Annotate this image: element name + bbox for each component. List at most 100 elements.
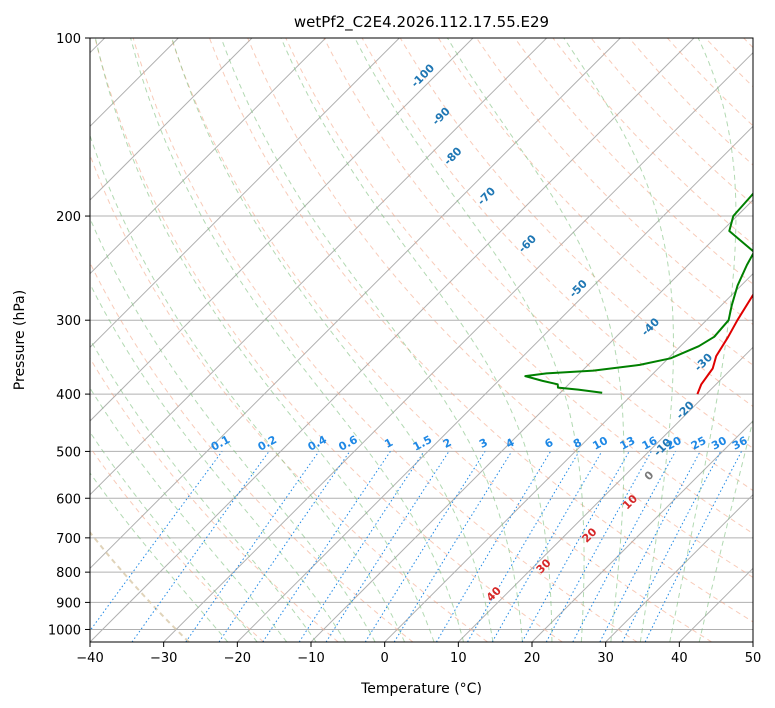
- x-tick-label: 50: [745, 651, 762, 666]
- mixing-ratio-line: [393, 451, 513, 642]
- y-tick-label: 100: [56, 32, 81, 47]
- mixing-ratio-label: 8: [571, 436, 584, 451]
- dry-adiabat-line: [90, 261, 414, 642]
- mixing-ratio-label: 25: [689, 434, 709, 453]
- dry-adiabat-line: [361, 38, 753, 449]
- moist-adiabat-line: [90, 217, 376, 642]
- x-tick-label: 10: [450, 651, 467, 666]
- dry-adiabat-line: [132, 38, 638, 642]
- mixing-ratio-label: 30: [709, 434, 729, 453]
- isotherm-line: [752, 641, 753, 642]
- isotherm-line: [384, 272, 753, 642]
- isotherm-line: [163, 51, 753, 642]
- mixing-ratio-label: 0.4: [306, 433, 330, 454]
- dry-adiabat-line: [743, 38, 753, 49]
- x-tick-label: 30: [597, 651, 614, 666]
- mixing-ratio-line: [218, 451, 351, 642]
- moist-adiabat-line: [446, 38, 625, 642]
- mixing-ratio-line: [325, 451, 450, 642]
- y-tick-label: 700: [56, 532, 81, 547]
- mixing-ratio-line: [298, 451, 425, 642]
- y-axis-label: Pressure (hPa): [12, 290, 28, 390]
- x-axis-label: Temperature (°C): [360, 681, 482, 697]
- dry-adiabat-line: [590, 38, 753, 206]
- moist-adiabat-line: [220, 38, 523, 642]
- mixing-ratio-line: [131, 451, 270, 642]
- isotherm-line: [90, 38, 253, 201]
- dry-adiabat-line: [705, 38, 753, 88]
- mixing-ratio-line: [572, 451, 676, 642]
- mixing-ratio-line: [545, 451, 652, 642]
- mixing-ratio-line: [644, 451, 742, 642]
- mixing-ratio-lines: [90, 451, 742, 642]
- y-tick-label: 400: [56, 388, 81, 403]
- mixing-ratio-line: [435, 451, 552, 642]
- moist-adiabat-label: -20: [674, 398, 697, 421]
- dewpoint-profile-line: [524, 192, 753, 394]
- moist-adiabat-line: [171, 38, 494, 642]
- dry-adiabat-line: [170, 38, 712, 642]
- x-axis-ticks: −40 −30 −20 −10 0 10 20 30 40 50: [76, 642, 761, 666]
- mixing-ratio-line: [262, 451, 391, 642]
- y-tick-label: 1000: [48, 623, 81, 638]
- x-tick-label: 40: [671, 651, 688, 666]
- moist-adiabat-line: [94, 38, 435, 642]
- moist-adiabat-label: 0: [642, 468, 657, 483]
- isotherm-line: [531, 420, 753, 642]
- mixing-ratio-label: 1: [382, 436, 395, 451]
- moist-adiabat-label: -40: [639, 315, 662, 338]
- isotherm-line: [90, 38, 474, 422]
- moist-adiabat-line: [90, 338, 317, 642]
- chart-title: wetPf2_C2E4.2026.112.17.55.E29: [294, 13, 549, 32]
- dry-adiabat-line: [323, 38, 753, 492]
- x-tick-label: −40: [76, 651, 103, 666]
- isotherm-line: [236, 125, 753, 642]
- moist-adiabat-line: [90, 282, 347, 642]
- sounding-series: [524, 192, 753, 395]
- dry-adiabat-line: [209, 38, 753, 623]
- isotherm-line: [90, 38, 695, 642]
- isotherm-line: [457, 346, 753, 642]
- dry-adiabat-line: [476, 38, 753, 326]
- moist-adiabat-label: -90: [430, 105, 453, 128]
- mixing-ratio-line: [90, 451, 223, 632]
- dry-adiabat-line: [90, 357, 339, 642]
- moist-adiabat-line: [354, 38, 585, 642]
- x-tick-label: −30: [150, 651, 177, 666]
- moist-adiabat-label: -60: [516, 232, 539, 255]
- mixing-ratio-label: 1.5: [411, 433, 434, 454]
- x-tick-label: 0: [381, 651, 389, 666]
- dry-adiabat-line: [514, 38, 753, 285]
- moist-adiabat-label: -50: [567, 277, 590, 300]
- moist-adiabat-line: [90, 133, 406, 642]
- y-tick-label: 600: [56, 492, 81, 507]
- mixing-ratio-label: 0.2: [256, 433, 279, 454]
- dry-adiabat-line: [399, 38, 753, 408]
- dry-adiabat-line: [247, 38, 753, 578]
- skewed-isotherms: [90, 38, 753, 642]
- moist-adiabat-label: 30: [534, 556, 554, 576]
- mixing-ratio-label: 6: [543, 436, 556, 451]
- dry-adiabat-line: [552, 38, 753, 245]
- dry-adiabats: [90, 38, 753, 642]
- dry-adiabat-line: [94, 38, 563, 642]
- mixing-ratio-line: [364, 451, 486, 642]
- mixing-ratio-label: 10: [590, 434, 610, 453]
- dry-adiabat-line: [667, 38, 753, 127]
- temperature-profile-line: [696, 293, 753, 395]
- moist-adiabat-line: [280, 38, 553, 642]
- moist-adiabat-label: 20: [580, 525, 600, 545]
- mixing-ratio-label: 20: [664, 434, 684, 453]
- mixing-ratio-label: 13: [618, 434, 638, 453]
- y-tick-label: 300: [56, 314, 81, 329]
- moist-adiabat-line: [669, 38, 737, 642]
- isotherm-line: [90, 38, 400, 349]
- dry-adiabat-line: [285, 38, 753, 535]
- moist-adiabat-line: [90, 472, 229, 642]
- mixing-ratio-line: [467, 451, 580, 642]
- x-tick-label: 20: [524, 651, 541, 666]
- isotherm-line: [90, 38, 621, 570]
- moist-adiabat-line: [90, 431, 258, 642]
